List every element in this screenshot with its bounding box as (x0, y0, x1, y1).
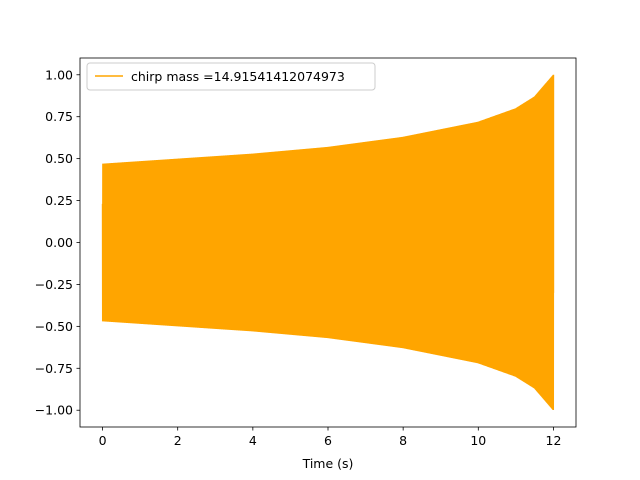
y-tick-label: 1.00 (45, 67, 73, 82)
x-tick-label: 12 (546, 433, 562, 448)
y-tick-label: −1.00 (35, 403, 73, 418)
x-tick-label: 8 (399, 433, 407, 448)
legend-box (86, 62, 376, 91)
y-tick-label: 0.25 (45, 193, 73, 208)
y-tick-label: −0.25 (35, 277, 73, 292)
y-tick-label: 0.50 (45, 151, 73, 166)
y-tick-label: −0.50 (35, 319, 73, 334)
y-tick-label: −0.75 (35, 361, 73, 376)
legend-entry: chirp mass =14.91541412074973 (131, 69, 345, 84)
x-tick-label: 10 (470, 433, 486, 448)
x-tick-label: 2 (174, 433, 182, 448)
x-tick-label: 0 (99, 433, 107, 448)
series-layer (101, 74, 555, 411)
series-line (101, 74, 555, 411)
x-axis: 0 2 4 6 8 10 12 (99, 427, 562, 448)
x-tick-label: 4 (249, 433, 257, 448)
x-axis-label: Time (s) (302, 456, 354, 471)
y-tick-label: 0.00 (45, 235, 73, 250)
legend: chirp mass =14.91541412074973 (86, 62, 376, 91)
y-axis: 1.00 0.75 0.50 0.25 0.00 −0.25 −0.50 −0.75 −1.00 (35, 67, 80, 418)
x-tick-label: 6 (324, 433, 332, 448)
y-tick-label: 0.75 (45, 109, 73, 124)
